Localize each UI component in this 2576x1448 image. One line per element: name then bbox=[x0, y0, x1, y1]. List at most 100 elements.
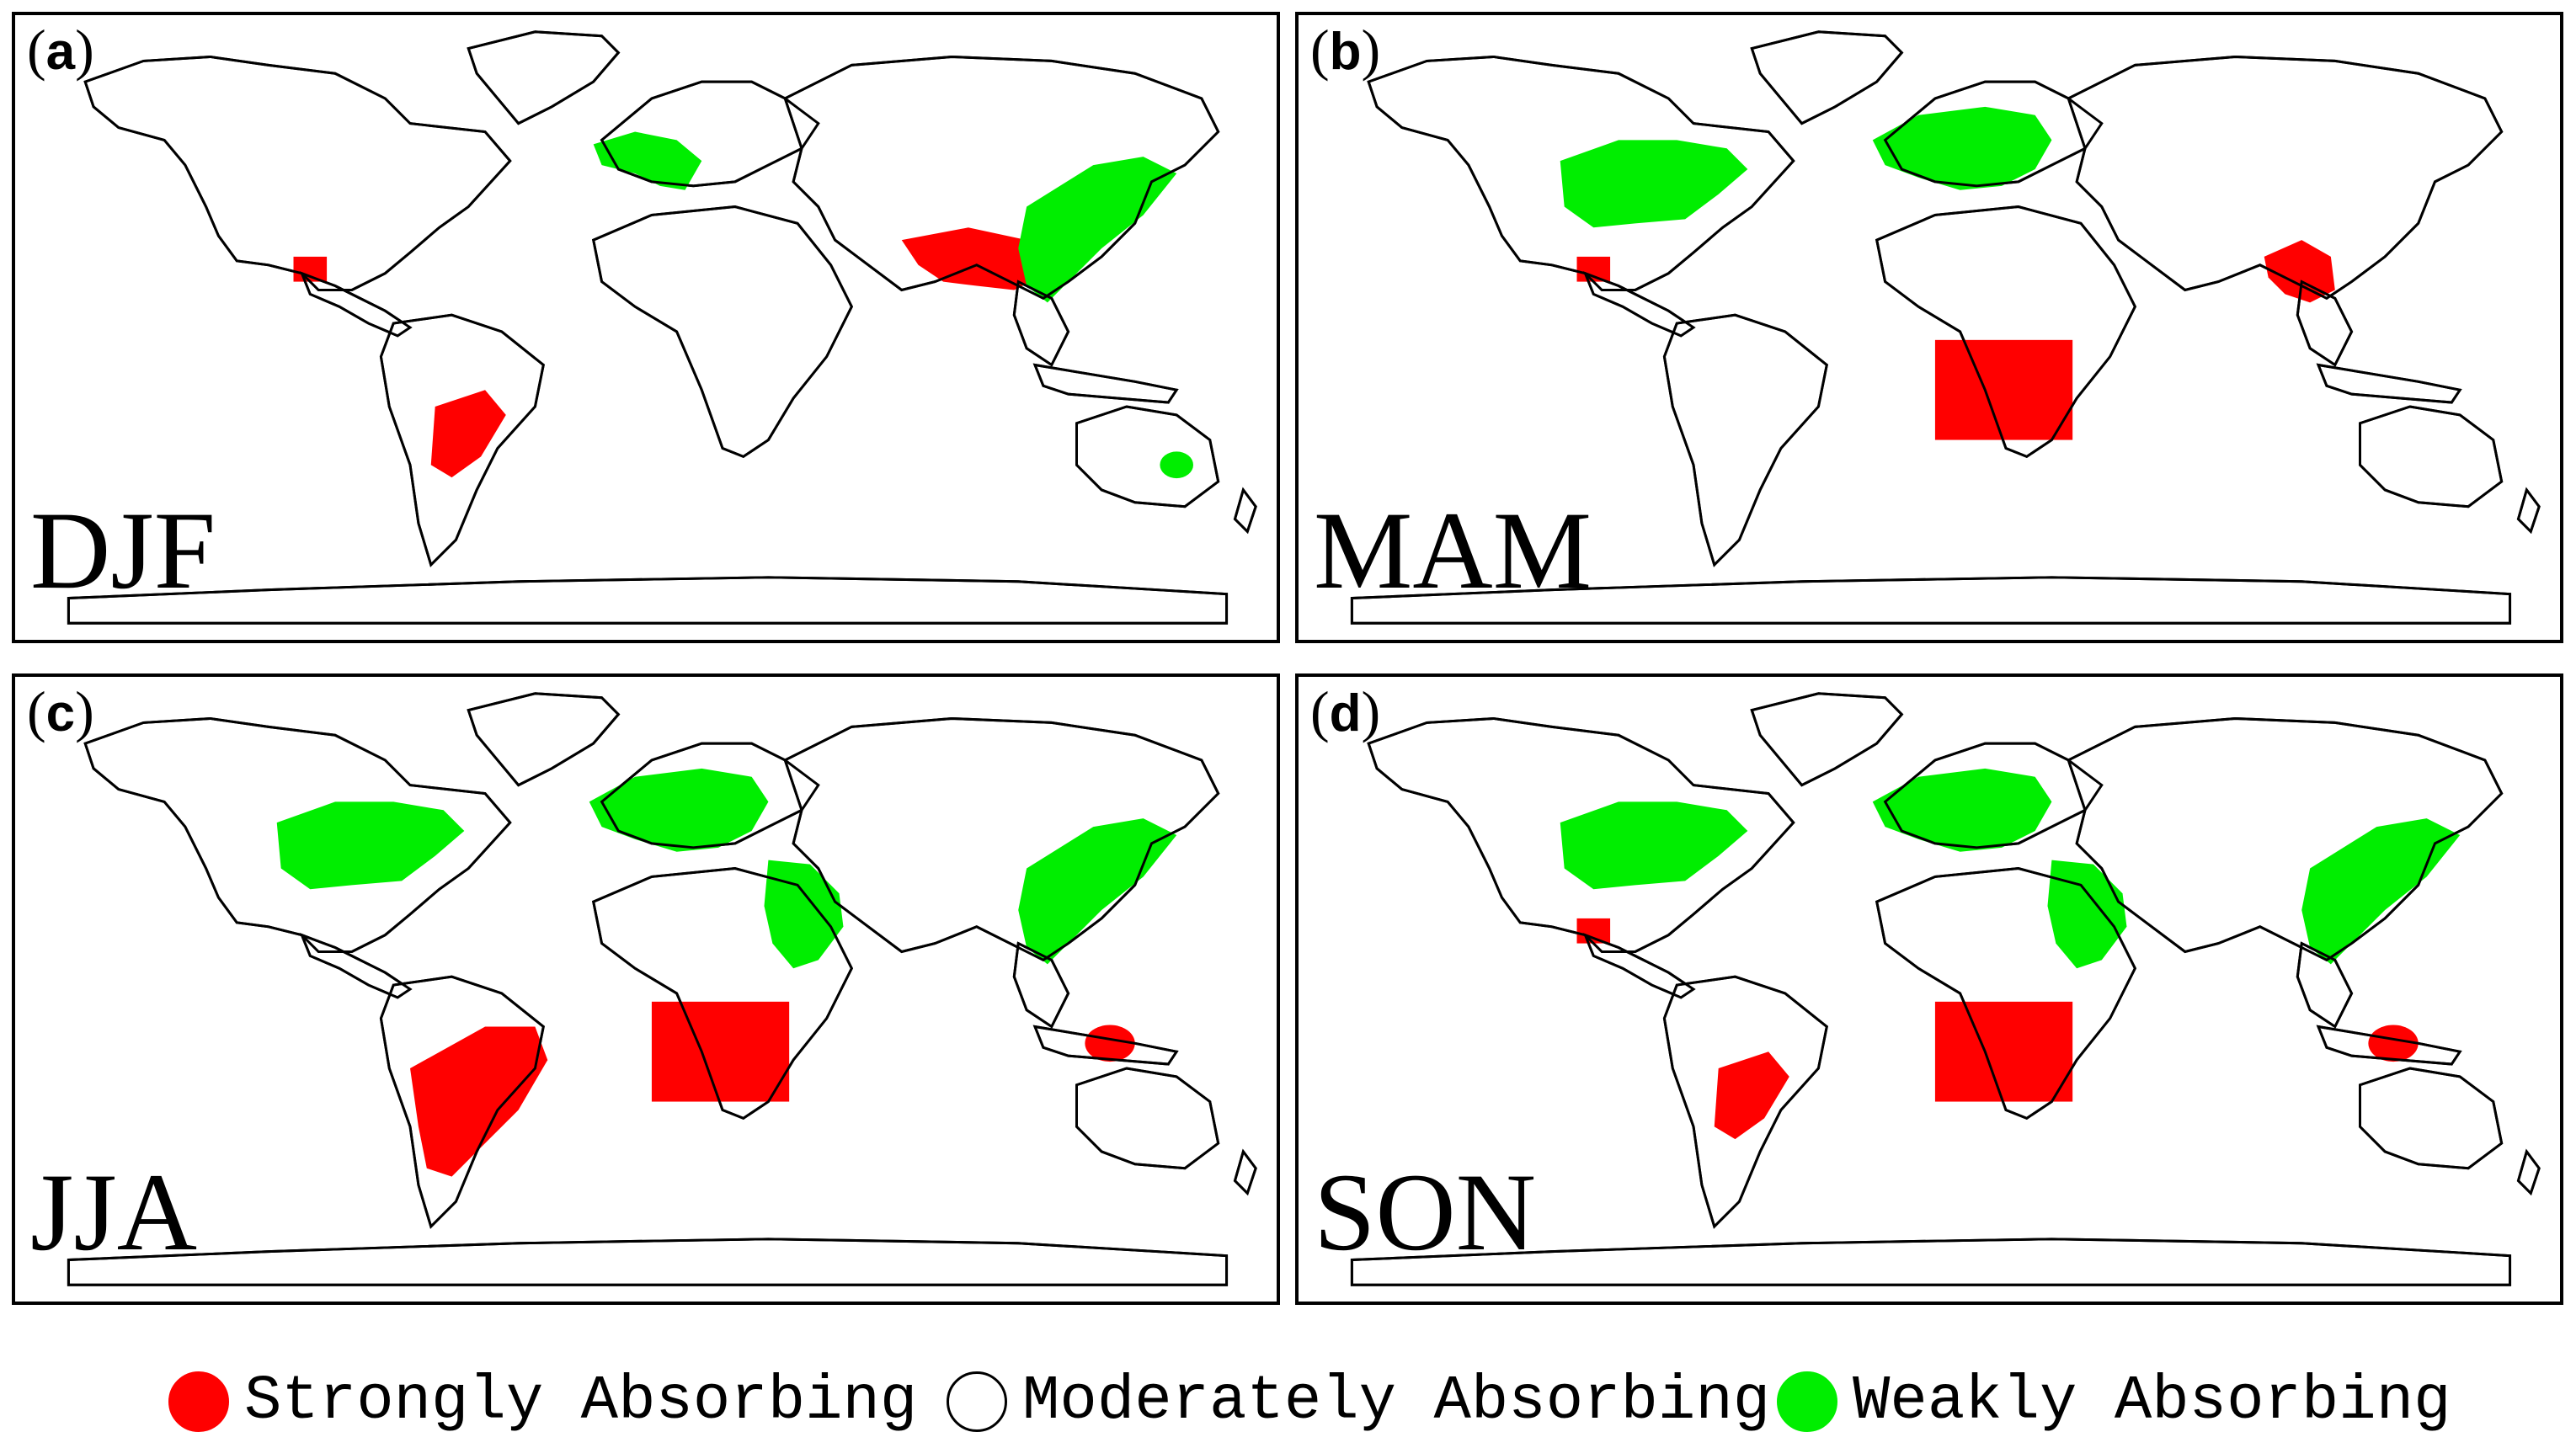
panel-letter: (b) bbox=[1310, 18, 1381, 82]
coastline-asia bbox=[783, 716, 1220, 962]
coastline-asia bbox=[783, 55, 1220, 301]
landmass-north-america bbox=[83, 55, 512, 291]
coastline-south-america bbox=[1662, 975, 1828, 1229]
season-label: MAM bbox=[1314, 488, 1592, 612]
coastline-antarctica bbox=[67, 1238, 1229, 1286]
legend-label: Moderately Absorbing bbox=[1022, 1366, 1771, 1437]
legend-label: Strongly Absorbing bbox=[244, 1366, 918, 1437]
coastline-north-america bbox=[1367, 55, 1795, 291]
coastline-north-america bbox=[83, 55, 512, 291]
legend-item-strong: Strongly Absorbing bbox=[168, 1366, 917, 1437]
strong-region-south-america-southeast bbox=[1714, 1051, 1789, 1140]
strong-region-central-america bbox=[1576, 918, 1611, 944]
strong-region-southeast-asia bbox=[2264, 240, 2335, 303]
coastline-indochina bbox=[1012, 941, 1070, 1029]
weak-region-eastern-north-america bbox=[276, 801, 465, 890]
coastline-central-america bbox=[299, 933, 413, 999]
map-panel-mam: (b) MAM bbox=[1295, 12, 2563, 643]
season-label: SON bbox=[1314, 1150, 1537, 1274]
legend-label: Weakly Absorbing bbox=[1853, 1366, 2451, 1437]
coastline-north-america bbox=[1367, 716, 1795, 953]
strong-dot-icon bbox=[168, 1371, 229, 1432]
coastline-south-america bbox=[379, 975, 545, 1229]
coastline-asia bbox=[2067, 55, 2504, 301]
landmass-australia bbox=[1075, 1067, 1220, 1170]
coastline-antarctica bbox=[1350, 1238, 2512, 1286]
strong-region-southern-africa bbox=[1934, 339, 2073, 440]
weak-region-eastern-north-america bbox=[1560, 140, 1748, 228]
weak-region-east-asia bbox=[1018, 818, 1177, 965]
coastline-indonesia bbox=[1032, 1025, 1179, 1066]
coastline-new-zealand bbox=[2516, 1148, 2541, 1196]
legend-item-moderate: Moderately Absorbing bbox=[947, 1366, 1770, 1437]
coastline-indochina bbox=[1012, 279, 1070, 367]
landmass-australia bbox=[1075, 405, 1220, 508]
panel-letter: (c) bbox=[27, 679, 94, 743]
coastline-indonesia bbox=[2316, 363, 2462, 404]
coastline-south-america bbox=[1662, 313, 1828, 567]
strong-region-south-america-southeast bbox=[430, 390, 506, 478]
weak-region-middle-east bbox=[2047, 860, 2127, 969]
world-map-jja bbox=[67, 692, 1257, 1286]
coastline-africa bbox=[591, 867, 854, 1121]
coastline-australia bbox=[1075, 405, 1220, 508]
coastline-indochina bbox=[2296, 279, 2354, 367]
landmass-australia bbox=[2359, 405, 2504, 508]
weak-region-europe bbox=[1872, 106, 2052, 190]
moderate-dot-icon bbox=[947, 1371, 1007, 1432]
map-panel-son: (d) SON bbox=[1295, 673, 2563, 1305]
coastline-central-america bbox=[1582, 271, 1696, 338]
coastline-central-america bbox=[299, 271, 413, 338]
season-label: DJF bbox=[30, 488, 216, 612]
strong-region-northern-australia bbox=[2368, 1025, 2419, 1062]
coastline-greenland bbox=[467, 30, 621, 125]
weak-region-western-europe bbox=[593, 131, 702, 190]
coastline-antarctica bbox=[67, 576, 1229, 625]
weak-region-europe bbox=[1872, 768, 2052, 852]
season-label: JJA bbox=[30, 1150, 198, 1274]
coastline-africa bbox=[1875, 205, 2137, 459]
coastline-south-america bbox=[379, 313, 545, 567]
world-map-son bbox=[1350, 692, 2541, 1286]
legend-item-weak: Weakly Absorbing bbox=[1777, 1366, 2451, 1437]
coastline-australia bbox=[2359, 405, 2504, 508]
coastline-central-america bbox=[1582, 933, 1696, 999]
strong-region-south-america-east bbox=[410, 1026, 548, 1177]
coastline-new-zealand bbox=[1233, 487, 1257, 535]
weak-region-east-asia bbox=[1018, 157, 1177, 303]
coastline-australia bbox=[2359, 1067, 2504, 1170]
coastline-indochina bbox=[2296, 941, 2354, 1029]
coastline-greenland bbox=[1750, 30, 1904, 125]
weak-dot-icon bbox=[1777, 1371, 1837, 1432]
panel-letter: (d) bbox=[1310, 679, 1381, 743]
weak-region-east-asia bbox=[2301, 818, 2461, 965]
weak-region-eastern-north-america bbox=[1560, 801, 1748, 890]
strong-region-central-america bbox=[293, 256, 328, 282]
strong-region-southern-africa bbox=[651, 1001, 790, 1102]
coastline-indonesia bbox=[2316, 1025, 2462, 1066]
map-panel-jja: (c) JJA bbox=[12, 673, 1280, 1305]
coastline-greenland bbox=[467, 692, 621, 787]
coastline-new-zealand bbox=[2516, 487, 2541, 535]
coastline-indonesia bbox=[1032, 363, 1179, 404]
world-map-djf bbox=[67, 30, 1257, 625]
strong-region-south-asia bbox=[901, 227, 1048, 290]
coastline-new-zealand bbox=[1233, 1148, 1257, 1196]
weak-region-australia-southeast bbox=[1160, 451, 1193, 479]
strong-region-northern-australia bbox=[1085, 1025, 1135, 1062]
world-map-mam bbox=[1350, 30, 2541, 625]
coastline-antarctica bbox=[1350, 576, 2512, 625]
legend: Strongly Absorbing Moderately Absorbing … bbox=[0, 1351, 2576, 1444]
coastline-greenland bbox=[1750, 692, 1904, 787]
coastline-north-america bbox=[83, 716, 512, 953]
coastline-asia bbox=[2067, 716, 2504, 962]
weak-region-europe bbox=[589, 768, 769, 852]
panel-letter: (a) bbox=[27, 18, 94, 82]
landmass-australia bbox=[2359, 1067, 2504, 1170]
coastline-australia bbox=[1075, 1067, 1220, 1170]
strong-region-central-america bbox=[1576, 256, 1611, 282]
coastline-africa bbox=[591, 205, 854, 459]
map-panel-djf: (a) DJF bbox=[12, 12, 1280, 643]
weak-region-middle-east bbox=[764, 860, 844, 969]
coastline-africa bbox=[1875, 867, 2137, 1121]
